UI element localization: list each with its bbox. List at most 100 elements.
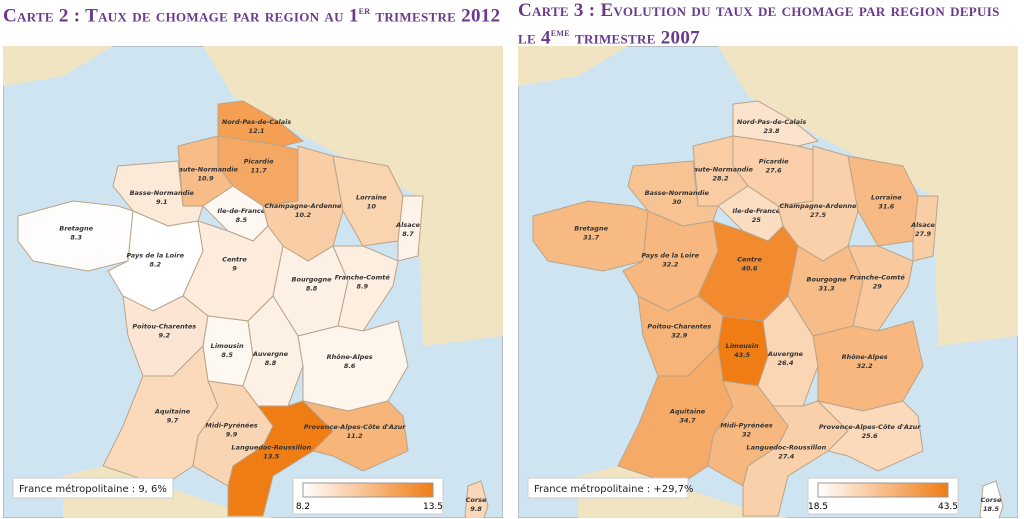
- region: [332, 245, 399, 332]
- note-box: [527, 477, 689, 499]
- region-name: Lorraine: [871, 194, 902, 202]
- region-name: Centre: [737, 256, 762, 264]
- region-name: Haute-Normandie: [688, 165, 753, 173]
- region-name: Haute-Normandie: [173, 165, 238, 173]
- legend-bar: [817, 482, 949, 498]
- region: [297, 320, 409, 412]
- region-value: 10: [367, 203, 377, 211]
- neighbor-land: [113, 46, 503, 346]
- region-name: Alsace: [395, 221, 420, 229]
- region-value: 43.5: [734, 351, 751, 359]
- region: [812, 320, 924, 412]
- region-value: 9.8: [470, 505, 482, 513]
- region: [301, 400, 409, 472]
- title-text: Carte 2 : Taux de chomage par region au …: [3, 5, 359, 27]
- region-name: Poitou-Charentes: [132, 323, 196, 331]
- map-title: Carte 2 : Taux de chomage par region au …: [3, 0, 503, 45]
- title-text: Carte 3 : Evolution du taux de chomage p…: [518, 0, 1000, 49]
- region-name: Provence-Alpes-Côte d'Azur: [304, 423, 406, 431]
- title-superscript: eme: [550, 27, 570, 39]
- region-name: Nord-Pas-de-Calais: [222, 118, 292, 126]
- region-name: Rhône-Alpes: [842, 353, 888, 361]
- region-name: Midi-Pyrénées: [205, 422, 257, 430]
- region-name: Ile-de-France: [732, 207, 780, 215]
- region-name: Franche-Comté: [850, 273, 906, 281]
- title-text: trimestre 2012: [370, 5, 501, 27]
- region-value: 9.1: [156, 198, 168, 206]
- region-name: Champagne-Ardenne: [780, 202, 858, 210]
- region-value: 27.6: [766, 167, 783, 175]
- region-name: Pays de la Loire: [641, 251, 699, 259]
- region-value: 32: [742, 431, 752, 439]
- map-panel: Carte 3 : Evolution du taux de chomage p…: [518, 0, 1018, 519]
- region-value: 10.2: [295, 211, 312, 219]
- note: France métropolitaine : +29,7%: [534, 483, 693, 495]
- region-value: 8.8: [306, 285, 318, 293]
- region-value: 25.6: [862, 432, 879, 440]
- note: France métropolitaine : 9, 6%: [19, 483, 167, 495]
- legend-min: 8.2: [296, 502, 310, 512]
- region-value: 32.2: [662, 260, 679, 268]
- region: [816, 400, 924, 472]
- region-name: Bourgogne: [807, 276, 848, 284]
- region-value: 25: [752, 216, 762, 224]
- region-name: Languedoc-Roussillon: [746, 443, 826, 451]
- region-name: Corse: [466, 496, 487, 504]
- region-name: Lorraine: [356, 194, 387, 202]
- region-name: Ile-de-France: [217, 207, 265, 215]
- region-value: 11.7: [251, 167, 268, 175]
- map-panel: Carte 2 : Taux de chomage par region au …: [3, 0, 503, 519]
- region-name: Centre: [222, 256, 247, 264]
- neighbor-land: [518, 46, 628, 86]
- region-name: Auvergne: [767, 350, 804, 358]
- region-name: Provence-Alpes-Côte d'Azur: [819, 423, 921, 431]
- region-name: Auvergne: [252, 350, 289, 358]
- title-superscript: er: [358, 5, 371, 17]
- region-value: 31.7: [583, 234, 600, 242]
- region-name: Limousin: [211, 342, 244, 350]
- region-name: Midi-Pyrénées: [720, 422, 772, 430]
- region-value: 8.3: [70, 234, 82, 242]
- region-value: 27.9: [915, 230, 932, 238]
- legend-max: 43.5: [938, 502, 958, 512]
- region-name: Languedoc-Roussillon: [231, 443, 311, 451]
- region-name: Limousin: [726, 342, 759, 350]
- region-value: 18.5: [983, 505, 1000, 513]
- note-box: [12, 477, 174, 499]
- region-value: 8.5: [221, 351, 233, 359]
- region-name: Basse-Normandie: [645, 189, 710, 197]
- map-title: Carte 3 : Evolution du taux de chomage p…: [518, 0, 1018, 49]
- region: [979, 480, 1004, 518]
- region-name: Picardie: [759, 158, 789, 166]
- region: [397, 195, 424, 262]
- region-value: 10.9: [197, 174, 214, 182]
- legend-max: 13.5: [423, 502, 443, 512]
- region-name: Aquitaine: [154, 408, 191, 416]
- region-name: Pays de la Loire: [126, 251, 184, 259]
- region-value: 26.4: [777, 359, 794, 367]
- region-value: 9.7: [167, 417, 179, 425]
- region-name: Bretagne: [59, 225, 93, 233]
- region-value: 32.2: [857, 362, 874, 370]
- region-value: 29: [873, 282, 883, 290]
- region-value: 28.2: [712, 174, 729, 182]
- region-value: 11.2: [347, 432, 364, 440]
- legend-bar: [302, 482, 434, 498]
- region-value: 27.4: [778, 452, 795, 460]
- region-value: 30: [672, 198, 682, 206]
- region: [912, 195, 939, 262]
- region-value: 8.8: [265, 359, 277, 367]
- region-name: Bretagne: [574, 225, 608, 233]
- region-name: Picardie: [244, 158, 274, 166]
- region-value: 8.7: [402, 230, 414, 238]
- region-value: 9.2: [158, 332, 170, 340]
- region-value: 9.9: [226, 431, 238, 439]
- title-text: trimestre 2007: [569, 27, 700, 49]
- legend-min: 18.5: [808, 502, 828, 512]
- region-value: 34.7: [679, 417, 696, 425]
- region-value: 23.8: [764, 127, 781, 135]
- region-value: 9: [232, 265, 237, 273]
